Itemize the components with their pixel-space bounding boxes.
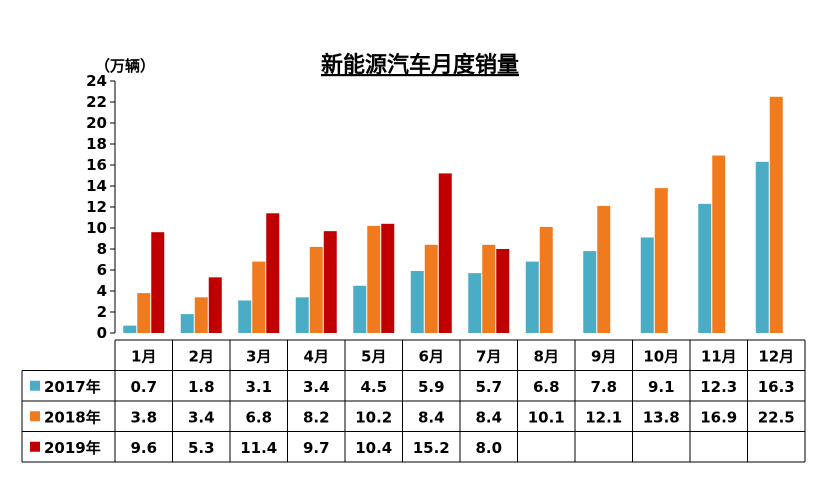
series-name: 2018年	[44, 408, 101, 426]
data-cell: 9.6	[130, 439, 157, 457]
bar-2019年-7月	[496, 249, 510, 333]
bar-2018年-12月	[769, 96, 783, 333]
bar-2017年-12月	[755, 161, 769, 333]
data-cell: 8.4	[475, 408, 502, 426]
category-label: 7月	[476, 347, 501, 365]
bar-2017年-2月	[180, 314, 194, 333]
category-label: 9月	[591, 347, 616, 365]
series-name: 2017年	[44, 378, 101, 396]
y-tick-label: 14	[86, 177, 107, 195]
y-tick-label: 0	[97, 324, 107, 342]
bar-2018年-1月	[137, 293, 151, 333]
legend-swatch-2019年	[30, 441, 40, 452]
data-cell: 16.9	[700, 408, 737, 426]
data-cell: 4.5	[360, 378, 387, 396]
category-label: 11月	[701, 347, 737, 365]
data-cell: 6.8	[245, 408, 272, 426]
data-cell: 1.8	[188, 378, 215, 396]
data-cell: 5.3	[188, 439, 215, 457]
bar-2017年-11月	[698, 203, 712, 333]
data-cell: 8.2	[303, 408, 330, 426]
category-label: 12月	[758, 347, 794, 365]
chart-title: 新能源汽车月度销量	[321, 52, 519, 78]
data-table: 1月 2月 3月 4月 5月 6月 7月 8月 9月 10月 11月 12月 2017年 0.7 1.8 3.…	[21, 339, 806, 463]
data-cell: 16.3	[758, 378, 795, 396]
y-tick-label: 18	[86, 135, 107, 153]
data-cell: 9.7	[303, 439, 330, 457]
y-tick-label: 22	[86, 93, 107, 111]
data-cell: 3.1	[245, 378, 272, 396]
y-tick-label: 2	[97, 303, 107, 321]
data-cell: 10.2	[355, 408, 392, 426]
bar-2017年-6月	[410, 271, 424, 333]
bar-2018年-6月	[424, 244, 438, 333]
bar-2018年-8月	[539, 226, 553, 333]
category-label: 1月	[131, 347, 156, 365]
data-cell: 10.4	[355, 439, 392, 457]
y-tick-label: 16	[86, 156, 107, 174]
bar-2018年-3月	[252, 261, 266, 333]
bar-2019年-1月	[151, 232, 165, 333]
bar-2018年-10月	[654, 188, 668, 333]
y-tick-label: 6	[97, 261, 107, 279]
bar-2019年-4月	[323, 231, 337, 333]
legend-swatch-2017年	[30, 380, 40, 391]
data-cell: 3.8	[130, 408, 157, 426]
data-cell: 8.4	[418, 408, 445, 426]
data-cell: 0.7	[130, 378, 157, 396]
category-label: 10月	[643, 347, 679, 365]
category-label: 6月	[419, 347, 444, 365]
category-label: 3月	[246, 347, 271, 365]
y-tick-label: 8	[97, 240, 107, 258]
bars	[123, 96, 783, 333]
data-cell: 6.8	[533, 378, 560, 396]
data-cell: 7.8	[590, 378, 617, 396]
category-label: 5月	[361, 347, 386, 365]
data-cell: 5.7	[475, 378, 502, 396]
bar-2018年-4月	[309, 246, 323, 333]
data-cell: 12.3	[700, 378, 737, 396]
data-cell: 12.1	[585, 408, 622, 426]
bar-2017年-5月	[353, 285, 367, 333]
y-tick-label: 4	[97, 282, 107, 300]
y-tick-label: 12	[86, 198, 107, 216]
bar-2019年-6月	[438, 173, 452, 333]
y-tick-label: 20	[86, 114, 107, 132]
bar-2019年-2月	[208, 277, 222, 333]
data-cell: 8.0	[475, 439, 502, 457]
unit-label: （万辆）	[95, 57, 155, 75]
bar-2018年-2月	[194, 297, 208, 333]
bar-2017年-7月	[468, 273, 482, 333]
category-label: 2月	[189, 347, 214, 365]
data-cell: 15.2	[413, 439, 450, 457]
data-cell: 22.5	[758, 408, 795, 426]
data-cell: 9.1	[648, 378, 675, 396]
category-label: 8月	[534, 347, 559, 365]
series-name: 2019年	[44, 439, 101, 457]
bar-2017年-9月	[583, 251, 597, 333]
data-cell: 3.4	[188, 408, 215, 426]
bar-2017年-3月	[238, 300, 252, 333]
bar-2018年-5月	[367, 225, 381, 333]
data-cell: 5.9	[418, 378, 445, 396]
bar-2018年-7月	[482, 244, 496, 333]
bar-2017年-8月	[525, 261, 539, 333]
legend-swatch-2018年	[30, 411, 40, 422]
bar-2019年-3月	[266, 213, 280, 333]
bar-2017年-10月	[640, 237, 654, 333]
bar-2018年-11月	[712, 155, 726, 333]
data-cell: 3.4	[303, 378, 330, 396]
y-tick-label: 24	[86, 72, 107, 90]
bar-2017年-1月	[123, 325, 137, 333]
category-label: 4月	[304, 347, 329, 365]
bar-2017年-4月	[295, 297, 309, 333]
bar-2019年-5月	[381, 223, 395, 333]
y-tick-label: 10	[86, 219, 107, 237]
bar-2018年-9月	[597, 205, 611, 333]
data-cell: 13.8	[643, 408, 680, 426]
data-cell: 10.1	[528, 408, 565, 426]
data-cell: 11.4	[240, 439, 277, 457]
